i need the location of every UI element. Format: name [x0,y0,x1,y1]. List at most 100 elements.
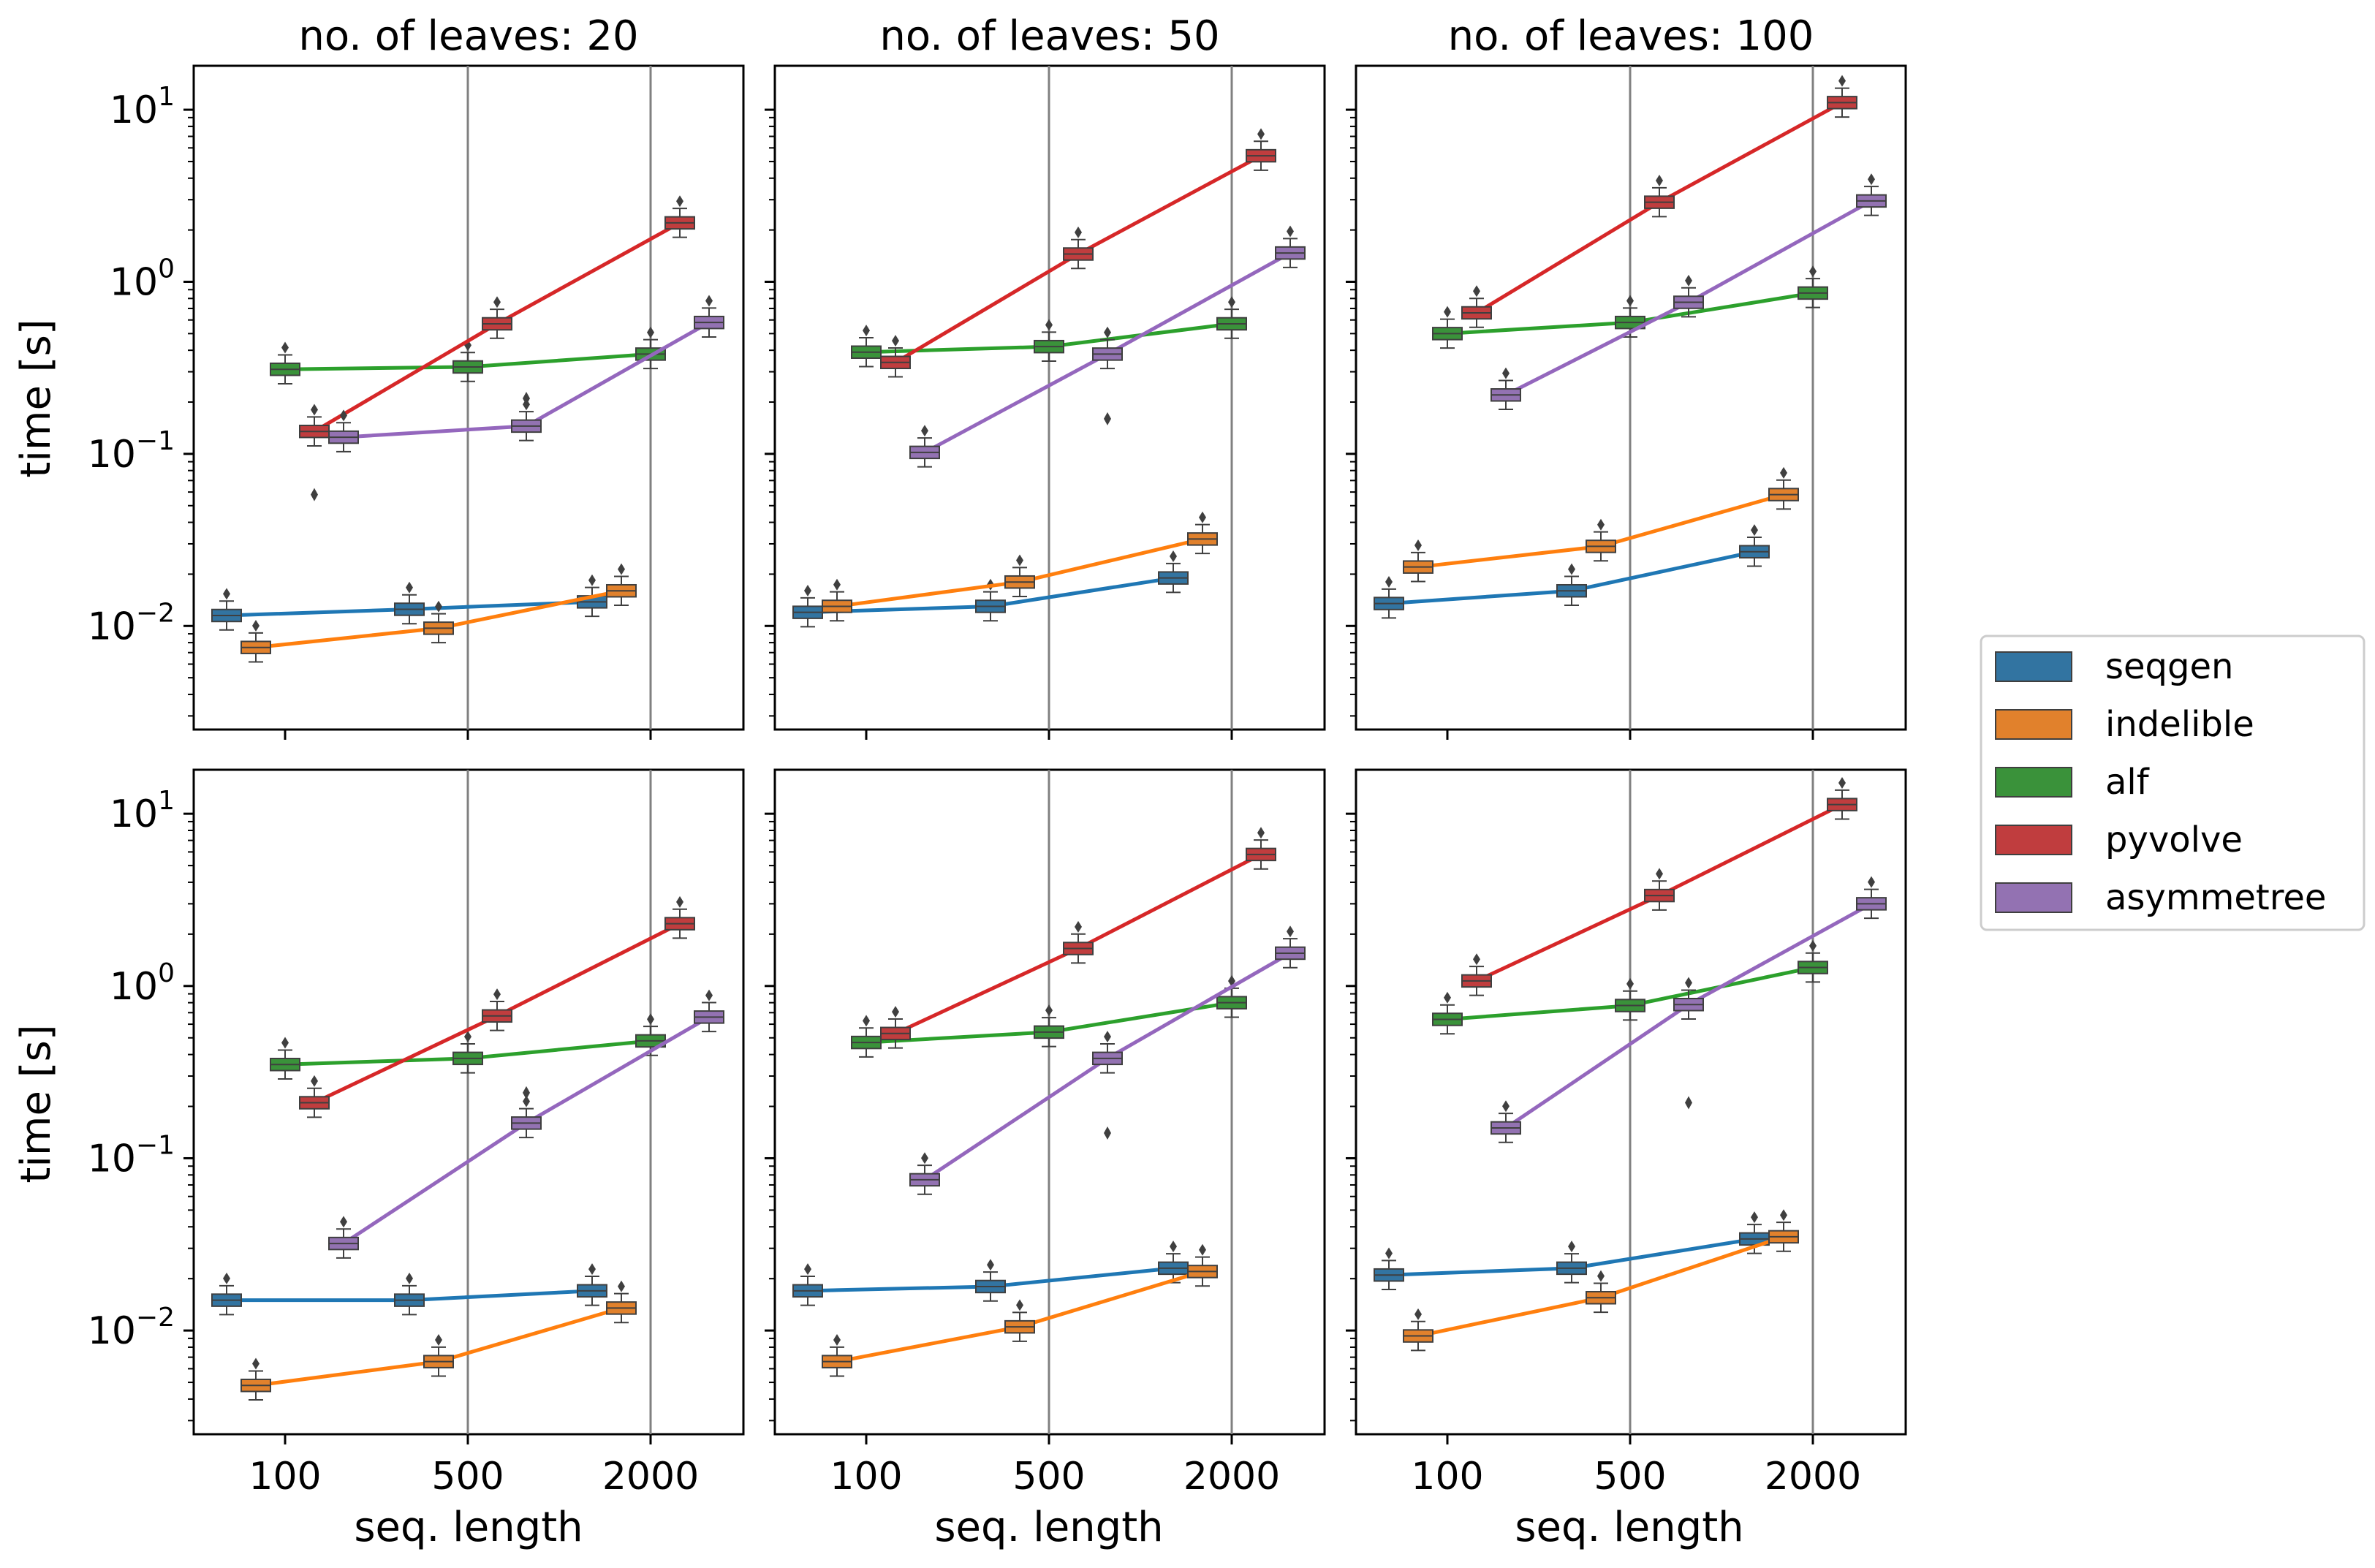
seqgen-box [1158,550,1189,594]
x-tick-label: 500 [1594,1455,1666,1499]
indelible-box [1586,518,1616,562]
pyvolve-box [664,195,695,238]
flier [1809,939,1817,952]
y-tick-label: 10−2 [88,1303,175,1353]
pyvolve-box [664,895,695,939]
xlabel-col-2: seq. length [934,1504,1163,1551]
flier [1868,173,1875,186]
indelible-box [1187,511,1218,555]
indelible-box [1187,1243,1218,1287]
flier [863,325,870,337]
alf-box [1798,939,1828,983]
seqgen-box [1158,1241,1189,1284]
flier [1385,1247,1393,1260]
indelible-box [1004,554,1035,597]
y-tick-base: 10 [88,605,136,648]
legend: seqgen indelible alf pyvolve asymmetree [1980,635,2365,931]
legend-item-indelible: indelible [1995,704,2254,745]
flier [647,1013,654,1026]
flier [1656,174,1663,186]
flier [223,1272,230,1284]
y-tick-exponent: −2 [136,598,175,628]
pyvolve-box [1461,285,1492,328]
panel-title: no. of leaves: 100 [1448,12,1814,60]
x-tick-label: 100 [249,1455,321,1499]
y-tick-base: 10 [110,88,158,132]
pyvolve-box [299,1075,330,1118]
asymmetree-outlier [1685,1096,1692,1110]
seqgen-box [394,1272,425,1316]
flier [892,1006,899,1018]
y-tick-label: 10−1 [88,1130,175,1181]
flier [705,989,713,1001]
alf-box [270,341,300,385]
flier [281,341,289,354]
alf-box [1216,974,1247,1018]
x-tick-label: 100 [1411,1455,1483,1499]
flier [618,1280,625,1292]
flier [921,425,928,437]
flier [1685,274,1692,287]
y-tick-label: 10−2 [88,598,175,648]
flier [1868,876,1875,888]
flier [340,1216,347,1228]
asymmetree-box [1490,1100,1521,1143]
y-tick-label: 100 [110,958,175,1009]
seqgen-box [792,1263,823,1306]
seqgen-box [792,584,823,628]
flier [281,1037,289,1049]
flier [1568,1241,1575,1253]
flier [1104,326,1111,338]
pyvolve-box [482,988,512,1031]
legend-label: asymmetree [2105,877,2326,918]
flier [1287,925,1294,938]
pyvolve-box [1827,776,1857,820]
y-tick-base: 10 [88,433,136,477]
flier [833,578,841,591]
flier [1104,1031,1111,1043]
seqgen-box [1374,575,1404,619]
flier [1075,226,1082,238]
y-tick-exponent: −1 [136,1130,175,1160]
flier [1838,776,1846,789]
flier [676,895,683,908]
pyvolve-box [482,296,512,339]
flier [1075,920,1082,933]
panel-6: 100 500 2000 [1346,768,1907,1499]
seqgen-box [1374,1247,1404,1290]
flier [1287,225,1294,238]
y-tick-base: 10 [110,260,158,304]
alf-box [851,1015,882,1058]
y-tick-base: 10 [88,1309,136,1353]
y-tick-label: 101 [110,82,175,132]
flier [833,1333,841,1346]
flier [1385,575,1393,588]
indelible-box [240,620,271,663]
ylabel-bottom: time [s] [12,1024,60,1183]
flier [804,584,811,596]
alf-box [1216,296,1247,339]
flier [676,195,683,208]
asymmetree-box [1092,326,1123,370]
panel-title: no. of leaves: 20 [298,12,638,60]
flier [1568,563,1575,575]
flier [1045,1004,1053,1017]
asymmetree-outlier [1104,1126,1111,1140]
legend-swatch [1995,825,2072,855]
y-tick-base: 10 [110,965,158,1009]
flier [252,620,260,632]
asymmetree-outlier [1104,412,1111,425]
flier [588,574,596,586]
asymmetree-box [1856,173,1887,216]
flier [1045,319,1053,331]
flier [252,1357,260,1370]
flier [892,335,899,347]
asymmetree-box [328,409,359,452]
x-tick-label: 500 [1012,1455,1085,1499]
asymmetree-box [694,295,724,338]
flier [863,1015,870,1027]
seqgen-box [975,1259,1006,1302]
y-tick-exponent: −2 [136,1303,175,1333]
